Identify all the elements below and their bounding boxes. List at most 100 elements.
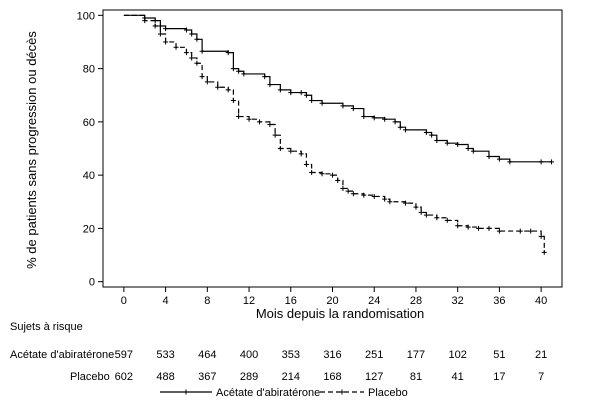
censor-mark	[262, 74, 268, 80]
censor-mark	[163, 39, 169, 45]
censor-mark	[350, 191, 356, 197]
censor-mark	[183, 27, 189, 33]
censor-mark	[340, 185, 346, 191]
censor-mark	[371, 193, 377, 199]
censor-mark	[183, 50, 189, 56]
series-line-1	[123, 14, 552, 163]
risk-value: 17	[493, 371, 505, 383]
x-tick-label: 32	[452, 295, 464, 307]
risk-value: 367	[198, 371, 216, 383]
risk-value: 251	[365, 349, 383, 361]
legend: Acétate d'abiratérone Placebo	[160, 387, 408, 399]
censor-mark	[335, 177, 341, 183]
censor-mark	[163, 26, 169, 32]
censor-mark	[230, 98, 236, 104]
censor-mark	[267, 122, 273, 128]
censor-mark	[288, 90, 294, 96]
censor-mark	[246, 116, 252, 122]
risk-value: 51	[493, 349, 505, 361]
censor-mark	[434, 138, 440, 144]
censor-mark	[277, 87, 283, 93]
legend-label-2: Placebo	[368, 387, 408, 399]
censor-mark	[465, 146, 471, 151]
censor-mark	[267, 82, 273, 88]
censor-mark	[194, 60, 200, 66]
censor-mark	[298, 151, 304, 157]
censor-mark	[303, 161, 309, 167]
censor-mark	[189, 31, 195, 37]
x-tick-label: 0	[121, 295, 127, 307]
risk-value: 127	[365, 371, 383, 383]
risk-value: 177	[407, 349, 425, 361]
y-tick-label: 0	[89, 277, 95, 289]
censor-mark	[382, 116, 388, 122]
censor-mark	[413, 204, 419, 210]
plot-frame	[102, 9, 563, 288]
risk-value: 81	[410, 371, 422, 383]
x-tick-label: 36	[493, 295, 505, 307]
censor-mark	[204, 79, 210, 85]
x-axis-label: Mois depuis la randomisation	[256, 306, 424, 321]
x-tick-label: 8	[204, 295, 210, 307]
x-tick-label: 28	[410, 295, 422, 307]
censor-mark	[434, 215, 440, 221]
censor-mark	[230, 66, 236, 72]
x-tick-label: 20	[326, 295, 338, 307]
risk-value: 41	[452, 371, 464, 383]
censor-mark	[298, 90, 304, 96]
censor-mark	[392, 119, 398, 125]
x-tick-label: 16	[285, 295, 297, 307]
y-tick-label: 60	[83, 117, 95, 129]
y-tick-label: 20	[83, 223, 95, 235]
legend-marker	[183, 389, 189, 395]
censor-mark	[199, 48, 205, 54]
risk-value: 102	[449, 349, 467, 361]
censor-mark	[288, 148, 294, 154]
censor-mark	[528, 228, 534, 234]
risk-value: 21	[535, 349, 547, 361]
y-axis-label: % de patients sans progression ou décès	[24, 31, 39, 269]
risk-value: 289	[240, 371, 258, 383]
risk-value: 7	[538, 371, 544, 383]
censor-mark	[403, 200, 409, 206]
legend-marker	[339, 389, 345, 395]
x-tick-label: 4	[163, 295, 169, 307]
risk-row-label-1: Acétate d'abiratérone	[10, 349, 114, 361]
y-tick-label: 80	[83, 64, 95, 76]
risk-table-header: Sujets à risque	[10, 321, 83, 333]
censor-mark	[496, 156, 502, 162]
censor-mark	[303, 92, 309, 98]
censor-mark	[189, 55, 195, 61]
censor-mark	[142, 18, 148, 24]
censor-mark	[256, 119, 262, 125]
risk-value: 353	[282, 349, 300, 361]
legend-label-1: Acétate d'abiratérone	[216, 387, 320, 399]
censor-mark	[236, 68, 242, 74]
censor-mark	[157, 31, 163, 37]
censor-mark	[538, 233, 544, 239]
censor-mark	[277, 146, 283, 151]
censor-mark	[496, 228, 502, 234]
censor-mark	[455, 223, 461, 229]
censor-mark	[444, 217, 450, 223]
censor-mark	[444, 140, 450, 146]
risk-value: 597	[115, 349, 133, 361]
censor-mark	[241, 71, 247, 77]
risk-value: 602	[115, 371, 133, 383]
censor-mark	[387, 199, 393, 205]
censor-mark	[429, 132, 435, 138]
censor-mark	[194, 36, 200, 42]
censor-mark	[272, 132, 278, 138]
risk-value: 214	[282, 371, 300, 383]
censor-mark	[319, 171, 325, 177]
censor-mark	[382, 196, 388, 202]
y-tick-label: 100	[77, 10, 95, 22]
risk-value: 488	[156, 371, 174, 383]
y-tick-label: 40	[83, 170, 95, 182]
censor-mark	[507, 159, 513, 165]
censor-mark	[330, 172, 335, 178]
censor-mark	[423, 130, 429, 136]
censor-mark	[173, 44, 179, 50]
censor-mark	[486, 225, 492, 231]
